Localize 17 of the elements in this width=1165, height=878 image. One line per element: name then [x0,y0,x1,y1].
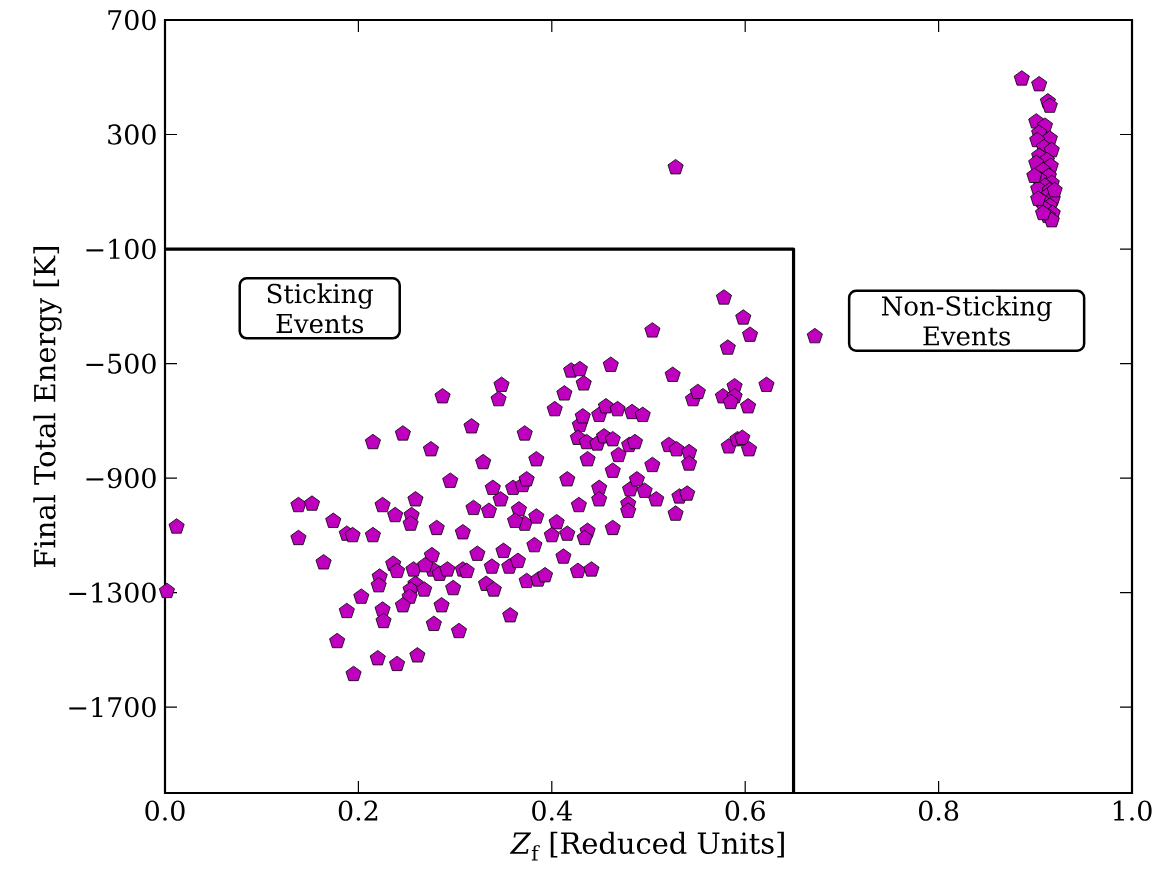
x-tick-label: 0.8 [919,800,959,821]
annotation: Sticking Events [267,283,374,334]
y-tick-label: −500 [86,353,156,374]
x-tick-label: 0.0 [145,800,185,821]
x-axis-title: Z$_{f}$ [Reduced Units] [509,831,784,861]
y-tick-label: −1700 [69,696,156,718]
y-tick-label: 300 [108,124,156,145]
x-tick-label: 0.4 [532,800,572,821]
y-tick-label: −900 [86,467,156,489]
annotation: Non-Sticking Events [881,295,1052,346]
x-tick-label: 0.6 [725,800,765,821]
y-tick-label: −100 [86,238,156,260]
y-tick-label: 700 [108,9,156,31]
y-axis-title: Final Total Energy [K] [33,247,62,567]
x-tick-label: 1.0 [1113,800,1152,821]
y-tick-label: −1300 [69,582,156,603]
x-tick-label: 0.2 [338,800,378,821]
